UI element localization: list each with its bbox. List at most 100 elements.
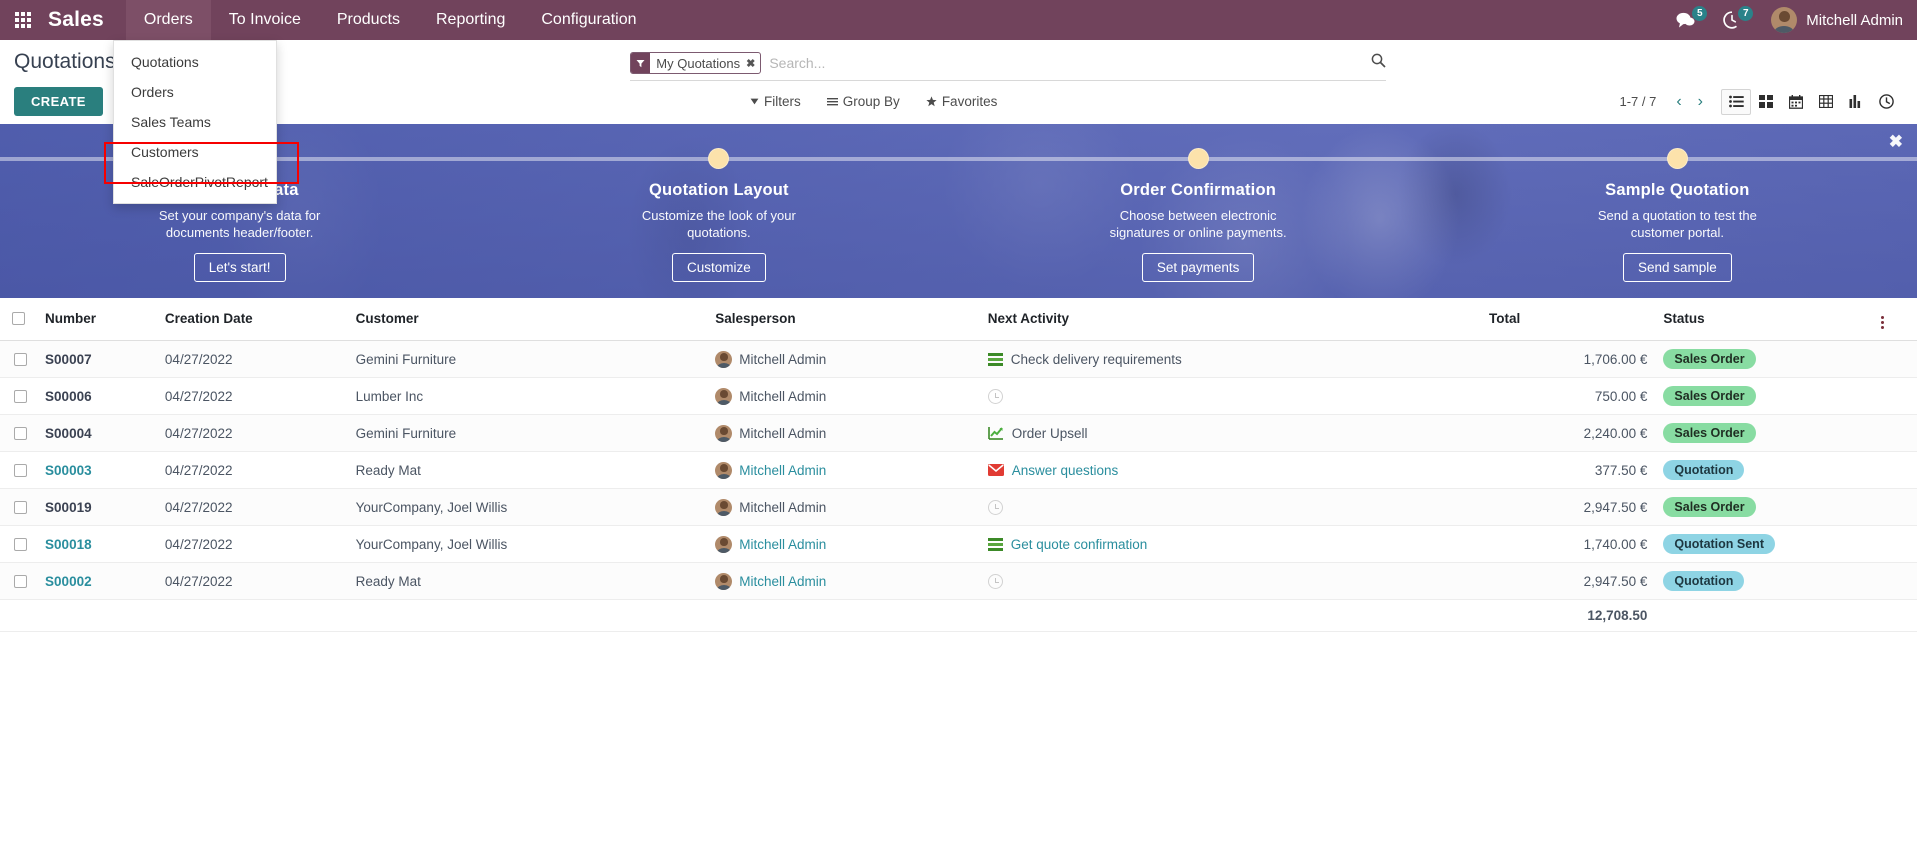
order-number-link[interactable]: S00018 — [45, 536, 92, 552]
set-payments-button[interactable]: Set payments — [1141, 252, 1255, 282]
column-header-status[interactable]: Status — [1655, 298, 1874, 341]
column-header-next-activity[interactable]: Next Activity — [979, 298, 1482, 341]
orders-table: Number Creation Date Customer Salesperso… — [0, 298, 1917, 632]
status-badge: Quotation — [1663, 571, 1745, 591]
nav-menu-orders[interactable]: Orders — [125, 0, 211, 40]
cell-next-activity: Order Upsell — [979, 414, 1482, 452]
row-checkbox[interactable] — [14, 353, 28, 367]
dropdown-item-saleorderpivotreport[interactable]: SaleOrderPivotReport — [131, 174, 268, 190]
calendar-view-icon[interactable] — [1781, 89, 1811, 115]
table-row[interactable]: S00004 04/27/2022 Gemini Furniture Mitchell… — [0, 414, 1917, 452]
order-number-link[interactable]: S00007 — [45, 351, 92, 367]
cell-options — [1873, 562, 1917, 600]
table-row[interactable]: S00006 04/27/2022 Lumber Inc Mitchell Admin… — [0, 377, 1917, 415]
row-checkbox[interactable] — [14, 427, 28, 441]
status-badge: Sales Order — [1663, 349, 1756, 369]
kanban-view-icon[interactable] — [1751, 89, 1781, 115]
app-brand-sales[interactable]: Sales — [48, 8, 104, 31]
send-sample-button[interactable]: Send sample — [1622, 252, 1732, 282]
table-row[interactable]: S00003 04/27/2022 Ready Mat Mitchell Admin A… — [0, 451, 1917, 489]
cell-creation-date: 04/27/2022 — [156, 340, 348, 378]
apps-menu-button[interactable] — [0, 0, 46, 40]
cell-total: 2,240.00 € — [1481, 414, 1656, 452]
step-dot-icon — [708, 148, 730, 169]
search-facet-my-quotations[interactable]: My Quotations ✖ — [630, 52, 762, 74]
user-menu-button[interactable]: Mitchell Admin — [1759, 7, 1903, 33]
favorites-label: Favorites — [941, 94, 998, 109]
table-row[interactable]: S00018 04/27/2022 YourCompany, Joel Willis… — [0, 525, 1917, 563]
control-panel: Quotations My Quotations ✖ — [0, 40, 1917, 124]
order-number-link[interactable]: S00004 — [45, 425, 92, 441]
cell-options — [1873, 525, 1917, 563]
groupby-dropdown[interactable]: Group By — [826, 94, 900, 109]
messages-button[interactable]: 5 — [1666, 0, 1709, 40]
filters-dropdown[interactable]: Filters — [750, 94, 801, 109]
cell-status: Sales Order — [1655, 488, 1874, 526]
row-checkbox[interactable] — [14, 575, 28, 589]
order-number-link[interactable]: S00002 — [45, 573, 92, 589]
cell-next-activity: Check delivery requirements — [979, 340, 1482, 378]
onboarding-step-quotation-layout: Quotation Layout Customize the look of y… — [479, 124, 958, 298]
search-icon[interactable] — [1361, 53, 1386, 73]
activity-view-icon[interactable] — [1871, 89, 1901, 115]
dropdown-item-customers[interactable]: Customers — [131, 144, 199, 160]
empty-clock-icon — [987, 573, 1003, 589]
graph-view-icon[interactable] — [1841, 89, 1871, 115]
dropdown-item-quotations[interactable]: Quotations — [131, 54, 199, 70]
dropdown-item-sales-teams[interactable]: Sales Teams — [131, 114, 211, 130]
row-checkbox[interactable] — [14, 390, 28, 404]
cell-next-activity — [979, 562, 1482, 600]
order-number-link[interactable]: S00019 — [45, 499, 92, 515]
table-row[interactable]: S00002 04/27/2022 Ready Mat Mitchell Admin 2… — [0, 562, 1917, 600]
salesperson-avatar — [715, 572, 733, 590]
step-description: Send a quotation to test the customer po… — [1597, 208, 1757, 241]
cell-next-activity: Get quote confirmation — [979, 525, 1482, 563]
salesperson-avatar — [715, 350, 733, 368]
favorites-dropdown[interactable]: Favorites — [926, 94, 998, 109]
nav-menu-products[interactable]: Products — [336, 11, 400, 28]
close-icon[interactable]: ✖ — [1888, 132, 1903, 151]
column-options-header — [1873, 298, 1917, 341]
create-button[interactable]: CREATE — [14, 87, 103, 116]
nav-menu-configuration[interactable]: Configuration — [541, 11, 637, 28]
cell-customer: Gemini Furniture — [347, 340, 708, 378]
order-number-link[interactable]: S00006 — [45, 388, 92, 404]
list-view-icon[interactable] — [1721, 88, 1751, 115]
table-row[interactable]: S00007 04/27/2022 Gemini Furniture Mitchell… — [0, 340, 1917, 378]
column-header-creation-date[interactable]: Creation Date — [156, 298, 348, 341]
status-badge: Quotation — [1663, 460, 1745, 480]
search-box[interactable]: My Quotations ✖ — [630, 52, 1387, 81]
cell-customer: Gemini Furniture — [347, 414, 708, 452]
row-checkbox[interactable] — [14, 464, 28, 478]
nav-menu-to-invoice[interactable]: To Invoice — [228, 11, 301, 28]
close-icon[interactable]: ✖ — [746, 57, 756, 70]
table-row[interactable]: S00019 04/27/2022 YourCompany, Joel Willis… — [0, 488, 1917, 526]
salesperson-name: Mitchell Admin — [739, 351, 827, 367]
activities-button[interactable]: 7 — [1713, 0, 1755, 40]
pivot-view-icon[interactable] — [1811, 89, 1841, 115]
row-checkbox[interactable] — [14, 538, 28, 552]
customize-button[interactable]: Customize — [671, 252, 766, 282]
salesperson-name: Mitchell Admin — [739, 499, 827, 515]
column-header-salesperson[interactable]: Salesperson — [707, 298, 980, 341]
cell-customer: YourCompany, Joel Willis — [347, 525, 708, 563]
lets-start-button[interactable]: Let's start! — [193, 252, 286, 282]
row-select-cell — [0, 525, 38, 563]
vertical-dots-icon[interactable] — [1881, 316, 1885, 329]
nav-menu-reporting[interactable]: Reporting — [435, 11, 506, 28]
column-header-total[interactable]: Total — [1481, 298, 1656, 341]
chevron-right-icon[interactable]: › — [1697, 92, 1703, 110]
search-input[interactable] — [765, 53, 1362, 73]
row-select-cell — [0, 451, 38, 489]
dropdown-item-orders[interactable]: Orders — [131, 84, 174, 100]
onboarding-progress-line — [0, 157, 1917, 161]
caret-down-icon — [750, 98, 759, 105]
column-header-customer[interactable]: Customer — [347, 298, 708, 341]
chevron-left-icon[interactable]: ‹ — [1676, 92, 1682, 110]
cell-options — [1873, 340, 1917, 378]
column-header-number[interactable]: Number — [37, 298, 157, 341]
cell-customer: Ready Mat — [347, 451, 708, 489]
order-number-link[interactable]: S00003 — [45, 462, 92, 478]
row-checkbox[interactable] — [14, 501, 28, 515]
select-all-checkbox[interactable] — [12, 312, 25, 326]
